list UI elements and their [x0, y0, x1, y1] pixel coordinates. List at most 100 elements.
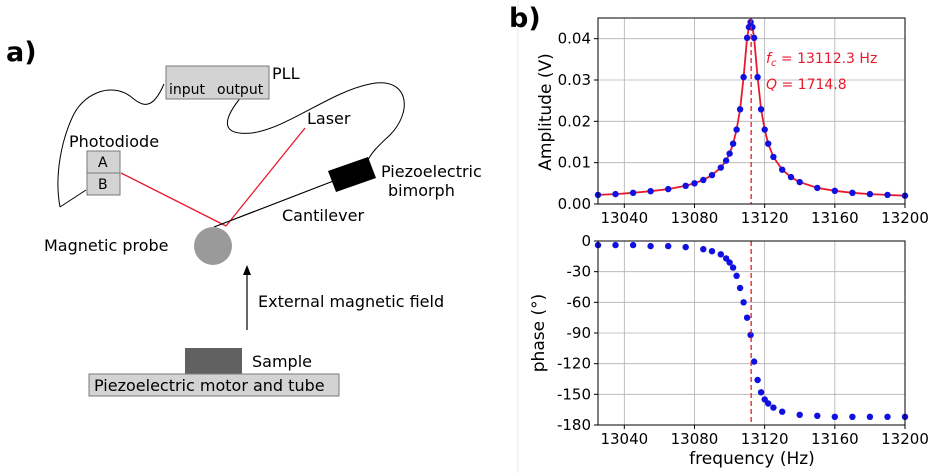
- x-tick-label: 13040: [600, 430, 648, 448]
- x-tick-label: 13120: [741, 430, 789, 448]
- data-point: [733, 272, 740, 279]
- y-tick-label: 0.03: [558, 71, 591, 89]
- sample-label: Sample: [252, 352, 312, 371]
- data-point: [884, 413, 891, 420]
- external-field-label: External magnetic field: [258, 292, 444, 311]
- data-point: [747, 331, 754, 339]
- data-point: [740, 73, 747, 81]
- wire-photodiode-lead: [59, 189, 87, 208]
- y-tick-label: -120: [557, 355, 591, 373]
- phase-plot: 13040 13080 13120 13160 13200 0 -30 -60 -90 -120…: [529, 232, 929, 469]
- data-point: [814, 184, 821, 192]
- amplitude-y-axis-label: Amplitude (V): [536, 53, 556, 170]
- data-point: [726, 259, 733, 266]
- x-tick-label: 13040: [600, 209, 648, 227]
- data-point: [884, 191, 891, 199]
- pll-box: [165, 65, 270, 100]
- piezo-bimorph: [328, 157, 376, 192]
- cantilever-label: Cantilever: [282, 206, 364, 225]
- data-point: [629, 241, 637, 249]
- data-point: [770, 153, 777, 161]
- sample-block: [185, 348, 242, 374]
- data-point: [866, 190, 874, 198]
- data-point: [733, 126, 740, 133]
- data-point: [743, 314, 751, 321]
- data-point: [796, 411, 803, 418]
- bimorph-label-line2: bimorph: [388, 181, 455, 200]
- data-point: [757, 389, 765, 396]
- cantilever: [213, 179, 337, 228]
- q-value: = 1714.8: [777, 77, 847, 93]
- y-tick-label: -30: [567, 263, 592, 281]
- data-point: [787, 173, 795, 181]
- data-point: [849, 189, 856, 196]
- data-point: [717, 164, 724, 171]
- data-point: [665, 185, 672, 193]
- y-tick-label: 0.04: [558, 30, 591, 48]
- fc-value: = 13112.3 Hz: [776, 51, 877, 67]
- panel-a-label: a): [6, 37, 37, 68]
- data-point: [757, 106, 765, 113]
- piezo-motor-box: [88, 373, 340, 397]
- wire-photodiode-to-pll: [57, 83, 165, 208]
- data-point: [849, 413, 856, 420]
- field-arrow-head: [243, 265, 251, 275]
- x-tick-label: 13080: [671, 430, 719, 448]
- data-point: [665, 242, 672, 250]
- data-point: [761, 126, 768, 133]
- data-point: [629, 189, 637, 196]
- data-point: [765, 400, 772, 407]
- data-point: [722, 157, 730, 164]
- y-tick-label: -60: [567, 293, 592, 311]
- wire-pll-to-bimorph: [226, 82, 405, 161]
- phase-x-ticks: 13040 13080 13120 13160 13200: [600, 425, 929, 448]
- laser-label: Laser: [307, 109, 351, 128]
- data-point: [612, 241, 619, 249]
- pll-label: PLL: [272, 64, 300, 83]
- data-point: [691, 180, 698, 187]
- x-tick-label: 13160: [811, 209, 859, 227]
- data-point: [682, 182, 689, 189]
- magnetic-probe: [194, 227, 232, 265]
- y-tick-label: -90: [567, 324, 592, 342]
- data-point: [779, 166, 786, 173]
- data-point: [796, 178, 803, 186]
- piezo-motor-label: Piezoelectric motor and tube: [94, 376, 325, 395]
- data-point: [700, 246, 707, 253]
- data-point: [647, 242, 654, 250]
- y-tick-label: 0.02: [558, 112, 591, 130]
- data-point: [750, 34, 758, 41]
- data-point: [754, 73, 761, 81]
- data-point: [831, 187, 838, 194]
- data-point: [647, 188, 654, 195]
- data-point: [740, 299, 747, 306]
- data-point: [765, 140, 772, 147]
- data-point: [682, 243, 689, 251]
- quality-factor-annotation: Q = 1714.8: [766, 77, 847, 93]
- phase-y-axis-label: phase (°): [529, 294, 549, 372]
- x-tick-label: 13080: [671, 209, 719, 227]
- data-point: [708, 171, 716, 179]
- x-tick-label: 13200: [881, 430, 929, 448]
- data-point: [717, 251, 724, 258]
- data-point: [700, 176, 707, 184]
- x-tick-label: 13200: [881, 209, 929, 227]
- photodiode-label: Photodiode: [69, 132, 159, 151]
- data-point: [779, 408, 786, 415]
- frequency-x-axis-label: frequency (Hz): [689, 449, 815, 469]
- photodiode-segment-b: [86, 172, 121, 196]
- x-tick-label: 13120: [741, 209, 789, 227]
- pll-input-label: input: [169, 82, 206, 98]
- data-point: [708, 248, 716, 255]
- phase-data-points: [594, 241, 909, 420]
- data-point: [814, 412, 821, 419]
- y-tick-label: -180: [557, 416, 591, 434]
- amplitude-plot: 13040 13080 13120 13160 13200 0.000.010.020.…: [536, 17, 929, 227]
- y-tick-label: 0.01: [558, 154, 591, 172]
- resonance-frequency-annotation: fc = 13112.3 Hz: [766, 51, 877, 69]
- data-point: [749, 23, 756, 31]
- photodiode-a-label: A: [98, 155, 108, 171]
- data-point: [831, 413, 838, 420]
- photodiode-b-label: B: [98, 177, 108, 193]
